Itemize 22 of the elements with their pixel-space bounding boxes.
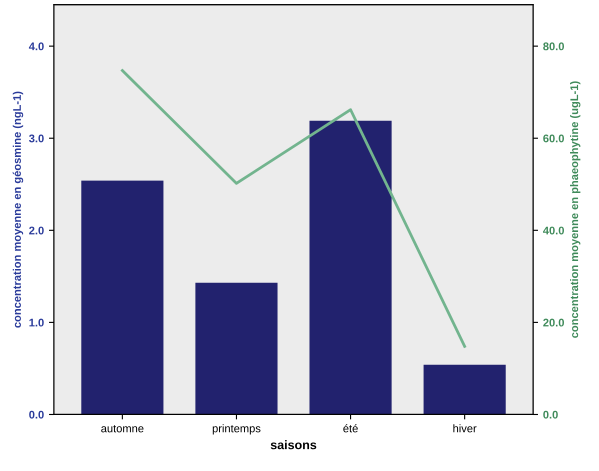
bar <box>81 180 164 414</box>
y-tick-label: 3.0 <box>29 134 44 142</box>
x-axis-title: saisons <box>270 440 316 450</box>
line-series <box>120 69 466 348</box>
x-tick-label: été <box>343 424 358 432</box>
y2-tick-label: 80.0 <box>543 42 564 50</box>
y-tick-label: 4.0 <box>28 42 44 50</box>
bar <box>309 120 392 414</box>
y2-tick-label: 20.0 <box>543 318 564 327</box>
y2-tick-label: 0.0 <box>543 410 558 419</box>
y2-tick-label: 40.0 <box>543 226 564 234</box>
y-tick-label: 2.0 <box>29 226 44 234</box>
bar <box>195 282 278 414</box>
x-tick-label: hiver <box>453 424 477 432</box>
x-tick-label: printemps <box>212 424 260 435</box>
y-tick-label: 1.0 <box>29 318 44 327</box>
y2-axis-title: concentration moyenne en phaeophytine (ugL-1) <box>570 81 580 338</box>
y-tick-label: 0.0 <box>29 410 44 419</box>
y2-tick-label: 60.0 <box>543 134 564 142</box>
bar <box>424 364 506 414</box>
y-axis-title: concentration moyenne en géosmine (ngL-1) <box>12 92 24 328</box>
x-tick-label: automne <box>101 425 144 432</box>
